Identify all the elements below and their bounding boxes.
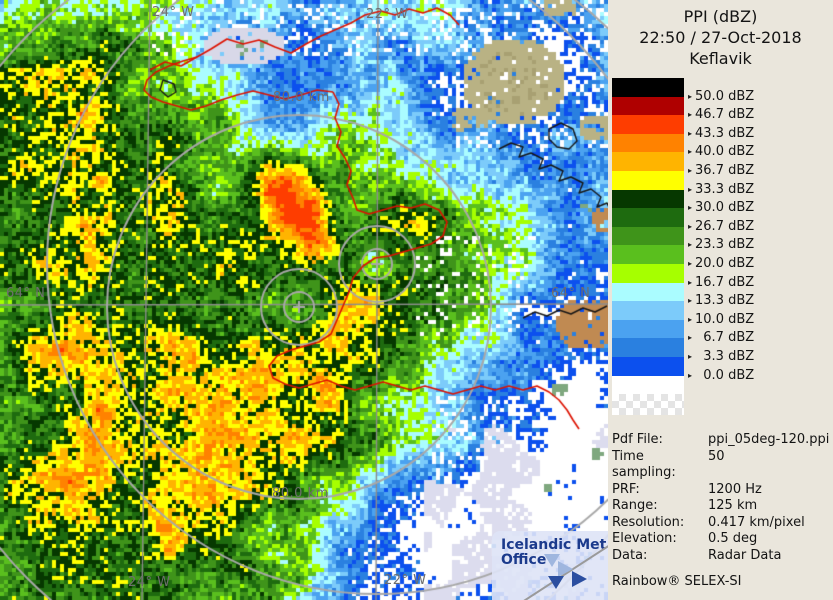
- map-grid-label: 64° N: [6, 286, 46, 301]
- legend-threshold-label: ▸ 33.3 dBZ: [688, 181, 755, 197]
- legend-tick-arrow-icon: ▸: [688, 184, 693, 194]
- legend-tick-arrow-icon: ▸: [688, 91, 693, 101]
- legend-threshold-label: ▸ 36.7 dBZ: [688, 163, 755, 178]
- legend-tick-arrow-icon: ▸: [688, 221, 693, 231]
- radar-image-canvas: [0, 0, 608, 600]
- metadata-value: 1200 Hz: [708, 481, 762, 497]
- legend-threshold-label: ▸ 20.0 dBZ: [688, 256, 755, 271]
- legend-color-band: [612, 115, 684, 134]
- product-type: PPI (dBZ): [683, 7, 758, 26]
- map-grid-label: 22° W: [384, 573, 427, 588]
- legend-color-band: [612, 356, 684, 376]
- legend-color-band: [612, 319, 684, 339]
- legend-color-band: [612, 152, 684, 171]
- legend-color-band: [612, 78, 684, 97]
- product-metadata: Pdf File: ppi_05deg-120.ppi Time sampling:…: [612, 432, 833, 564]
- met-office-logo-icon: [548, 576, 564, 589]
- metadata-label: Range:: [612, 498, 658, 513]
- legend-color-band: [612, 301, 684, 320]
- legend-tick-arrow-icon: ▸: [688, 296, 693, 306]
- metadata-row: Elevation: 0.5 deg: [612, 531, 833, 548]
- map-grid-label: 22° W: [366, 7, 409, 22]
- metadata-row: Pdf File: ppi_05deg-120.ppi: [612, 432, 833, 449]
- legend-tick-arrow-icon: ▸: [688, 370, 693, 380]
- legend-color-band: [612, 170, 684, 190]
- legend-color-band: [612, 189, 684, 209]
- legend-tick-arrow-icon: ▸: [688, 352, 693, 361]
- met-office-name-line2: Office: [501, 552, 547, 568]
- met-office-logo-icon: [572, 571, 587, 587]
- metadata-value: 125 km: [708, 498, 758, 513]
- map-grid-label: 80.0 km: [272, 486, 329, 501]
- legend-tick-arrow-icon: ▸: [688, 277, 693, 287]
- legend-threshold-label: ▸ 13.3 dBZ: [688, 293, 755, 309]
- legend-threshold-label: ▸ 46.7 dBZ: [688, 107, 755, 123]
- legend-tick-arrow-icon: ▸: [688, 203, 693, 213]
- product-header: PPI (dBZ) 22:50 / 27-Oct-2018 Keflavik: [608, 0, 833, 69]
- legend-color-band: [612, 133, 684, 153]
- legend-tick-arrow-icon: ▸: [688, 259, 693, 268]
- metadata-label: PRF:: [612, 481, 640, 497]
- legend-color-band: [612, 338, 684, 357]
- legend-transparent-swatch: [612, 394, 684, 416]
- metadata-label: Resolution:: [612, 514, 685, 530]
- metadata-row: Resolution: 0.417 km/pixel: [612, 515, 833, 532]
- metadata-label: Elevation:: [612, 531, 677, 546]
- radar-site-name: Keflavik: [689, 49, 752, 68]
- met-office-logo-icon: [558, 561, 573, 577]
- met-office-watermark: Icelandic Met Office: [492, 531, 608, 600]
- legend-threshold-label: ▸ 16.7 dBZ: [688, 274, 755, 290]
- legend-color-band: [612, 375, 684, 395]
- legend-threshold-label: ▸ 43.3 dBZ: [688, 125, 755, 141]
- legend-tick-arrow-icon: ▸: [688, 147, 693, 157]
- legend-swatches: [612, 78, 684, 395]
- metadata-label: Time sampling:: [612, 448, 676, 481]
- legend-threshold-label: ▸ 50.0 dBZ: [688, 88, 755, 104]
- legend-threshold-label: ▸ 30.0 dBZ: [688, 200, 755, 216]
- legend-tick-arrow-icon: ▸: [688, 314, 693, 324]
- metadata-row: PRF: 1200 Hz: [612, 482, 833, 499]
- legend-color-band: [612, 263, 684, 283]
- legend-color-band: [612, 282, 684, 302]
- legend-color-band: [612, 208, 684, 227]
- legend-threshold-label: ▸ 23.3 dBZ: [688, 237, 755, 253]
- metadata-value: 50: [708, 448, 725, 464]
- software-signature: Rainbow® SELEX-SI: [612, 574, 742, 589]
- radar-display: 24° W 22° W 80.0 km 64° N 64° N 80.0 km 24° W 2…: [0, 0, 608, 600]
- legend-threshold-label: ▸ 6.7 dBZ: [688, 330, 755, 346]
- metadata-value: ppi_05deg-120.ppi: [708, 432, 830, 447]
- legend-tick-arrow-icon: ▸: [688, 110, 693, 120]
- metadata-row: Data: Radar Data: [612, 548, 833, 565]
- legend-threshold-label: ▸ 3.3 dBZ: [688, 349, 755, 364]
- product-timestamp: 22:50 / 27-Oct-2018: [639, 28, 802, 47]
- metadata-value: 0.417 km/pixel: [708, 514, 805, 530]
- met-office-name-line1: Icelandic Met: [501, 537, 607, 553]
- metadata-label: Pdf File:: [612, 432, 663, 447]
- map-grid-label: 24° W: [128, 575, 171, 590]
- legend-color-band: [612, 226, 684, 246]
- legend-tick-arrow-icon: ▸: [688, 333, 693, 343]
- metadata-label: Data:: [612, 547, 648, 563]
- map-grid-label: 24° W: [152, 5, 195, 20]
- legend-threshold-label: ▸ 0.0 dBZ: [688, 367, 755, 383]
- map-grid-label: 80.0 km: [273, 90, 330, 105]
- metadata-value: 0.5 deg: [708, 531, 758, 546]
- legend-threshold-label: ▸ 10.0 dBZ: [688, 311, 755, 327]
- metadata-row: Range: 125 km: [612, 498, 833, 515]
- met-office-logo-icon: [544, 554, 560, 567]
- legend-color-band: [612, 245, 684, 264]
- legend-threshold-label: ▸ 26.7 dBZ: [688, 218, 755, 234]
- legend-color-band: [612, 96, 684, 116]
- metadata-value: Radar Data: [708, 547, 782, 563]
- legend-tick-arrow-icon: ▸: [688, 240, 693, 250]
- legend-threshold-label: ▸ 40.0 dBZ: [688, 144, 755, 160]
- info-panel: PPI (dBZ) 22:50 / 27-Oct-2018 Keflavik ▸…: [608, 0, 833, 600]
- legend-tick-arrow-icon: ▸: [688, 166, 693, 175]
- metadata-row: Time sampling: 50: [612, 449, 833, 482]
- dbz-color-legend: ▸ 50.0 dBZ ▸ 46.7 dBZ ▸ 43.3 dBZ ▸ 40.0 dBZ ▸ 36.…: [612, 78, 833, 418]
- met-office-name: Icelandic Met Office: [492, 531, 608, 568]
- legend-tick-arrow-icon: ▸: [688, 128, 693, 138]
- map-grid-label: 64° N: [551, 286, 591, 301]
